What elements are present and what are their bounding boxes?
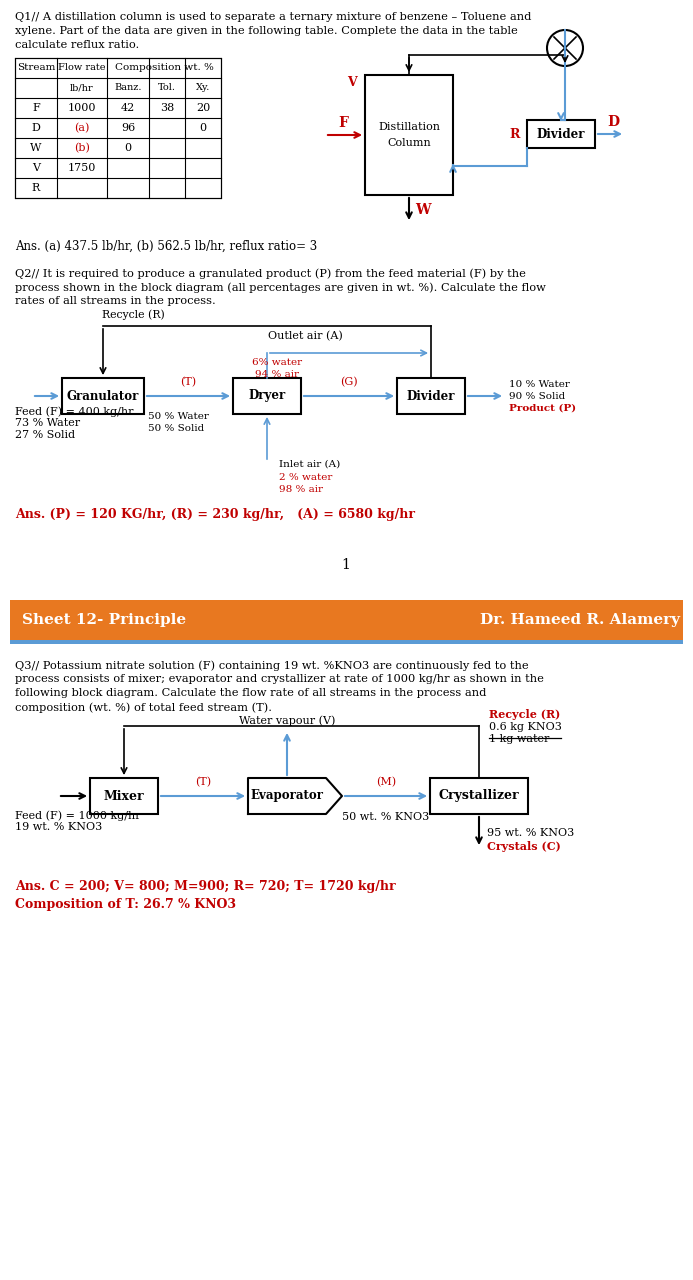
Text: 96: 96 xyxy=(121,123,135,133)
Text: (b): (b) xyxy=(74,143,90,154)
Text: 20: 20 xyxy=(196,102,210,113)
Text: W: W xyxy=(30,143,42,154)
Text: Composition wt. %: Composition wt. % xyxy=(114,64,213,73)
Text: Ans. (a) 437.5 lb/hr, (b) 562.5 lb/hr, reflux ratio= 3: Ans. (a) 437.5 lb/hr, (b) 562.5 lb/hr, r… xyxy=(15,241,317,253)
Bar xyxy=(62,378,144,413)
Text: calculate reflux ratio.: calculate reflux ratio. xyxy=(15,40,139,50)
Text: Q1// A distillation column is used to separate a ternary mixture of benzene – To: Q1// A distillation column is used to se… xyxy=(15,12,532,22)
Text: Mixer: Mixer xyxy=(104,790,144,803)
Text: (T): (T) xyxy=(195,777,211,787)
Bar xyxy=(233,378,301,413)
Text: Xy.: Xy. xyxy=(196,83,210,92)
Text: Tol.: Tol. xyxy=(158,83,176,92)
Text: R: R xyxy=(510,128,520,141)
Text: Outlet air (A): Outlet air (A) xyxy=(267,330,342,340)
Text: Ans. (P) = 120 KG/hr, (R) = 230 kg/hr,   (A) = 6580 kg/hr: Ans. (P) = 120 KG/hr, (R) = 230 kg/hr, (… xyxy=(15,508,415,521)
Text: (M): (M) xyxy=(376,777,396,787)
Text: 38: 38 xyxy=(160,102,174,113)
Text: F: F xyxy=(32,102,40,113)
Text: Composition of T: 26.7 % KNO3: Composition of T: 26.7 % KNO3 xyxy=(15,899,236,911)
Text: 1 kg water: 1 kg water xyxy=(489,733,550,744)
Text: 50 wt. % KNO3: 50 wt. % KNO3 xyxy=(342,812,430,822)
Bar xyxy=(10,600,683,640)
Text: 19 wt. % KNO3: 19 wt. % KNO3 xyxy=(15,822,103,832)
Text: 0: 0 xyxy=(125,143,132,154)
Bar xyxy=(90,778,158,814)
Text: Dryer: Dryer xyxy=(248,389,286,402)
Text: Divider: Divider xyxy=(537,128,586,141)
Text: 27 % Solid: 27 % Solid xyxy=(15,430,75,440)
Text: V: V xyxy=(32,163,40,173)
Text: Product (P): Product (P) xyxy=(509,404,576,413)
Text: Granulator: Granulator xyxy=(67,389,139,402)
Text: process shown in the block diagram (all percentages are given in wt. %). Calcula: process shown in the block diagram (all … xyxy=(15,282,546,293)
Text: Banz.: Banz. xyxy=(114,83,142,92)
Bar xyxy=(430,778,528,814)
Text: 1: 1 xyxy=(342,558,351,572)
Text: 73 % Water: 73 % Water xyxy=(15,419,80,428)
Text: Crystals (C): Crystals (C) xyxy=(487,841,561,852)
Text: Q3// Potassium nitrate solution (F) containing 19 wt. %KNO3 are continuously fed: Q3// Potassium nitrate solution (F) cont… xyxy=(15,660,529,671)
Text: Crystallizer: Crystallizer xyxy=(439,790,519,803)
Text: process consists of mixer; evaporator and crystallizer at rate of 1000 kg/hr as : process consists of mixer; evaporator an… xyxy=(15,675,544,684)
Text: xylene. Part of the data are given in the following table. Complete the data in : xylene. Part of the data are given in th… xyxy=(15,26,518,36)
Text: Dr. Hameed R. Alamery: Dr. Hameed R. Alamery xyxy=(480,613,680,627)
Text: Evaporator: Evaporator xyxy=(250,790,324,803)
Text: lb/hr: lb/hr xyxy=(70,83,94,92)
Text: rates of all streams in the process.: rates of all streams in the process. xyxy=(15,296,216,306)
Text: Recycle (R): Recycle (R) xyxy=(102,310,164,320)
Text: R: R xyxy=(32,183,40,193)
Text: 94 % air: 94 % air xyxy=(255,370,299,379)
Text: 10 % Water: 10 % Water xyxy=(509,380,570,389)
Bar xyxy=(365,76,453,195)
Text: following block diagram. Calculate the flow rate of all streams in the process a: following block diagram. Calculate the f… xyxy=(15,689,486,698)
Text: (T): (T) xyxy=(180,376,197,387)
Text: Recycle (R): Recycle (R) xyxy=(489,709,560,719)
Text: Ans. C = 200; V= 800; M=900; R= 720; T= 1720 kg/hr: Ans. C = 200; V= 800; M=900; R= 720; T= … xyxy=(15,881,396,893)
Text: 0: 0 xyxy=(200,123,207,133)
Bar xyxy=(527,120,595,148)
Text: 1750: 1750 xyxy=(68,163,96,173)
Text: V: V xyxy=(347,77,357,90)
Bar xyxy=(10,640,683,644)
Text: 1000: 1000 xyxy=(68,102,96,113)
Text: 98 % air: 98 % air xyxy=(279,485,323,494)
Text: (a): (a) xyxy=(74,123,89,133)
Text: Feed (F) = 400 kg/hr: Feed (F) = 400 kg/hr xyxy=(15,406,134,416)
Text: D: D xyxy=(32,123,40,133)
Text: F: F xyxy=(338,116,348,131)
Text: composition (wt. %) of total feed stream (T).: composition (wt. %) of total feed stream… xyxy=(15,701,272,713)
Bar xyxy=(397,378,465,413)
Text: 0.6 kg KNO3: 0.6 kg KNO3 xyxy=(489,722,562,732)
Text: Feed (F) = 1000 kg/hr: Feed (F) = 1000 kg/hr xyxy=(15,810,141,820)
Text: 2 % water: 2 % water xyxy=(279,474,333,483)
Text: Column: Column xyxy=(387,138,431,148)
Text: Flow rate: Flow rate xyxy=(58,64,106,73)
Text: Divider: Divider xyxy=(407,389,455,402)
Bar xyxy=(15,58,221,198)
Text: D: D xyxy=(607,115,619,129)
Text: 6% water: 6% water xyxy=(252,358,302,367)
Text: Sheet 12- Principle: Sheet 12- Principle xyxy=(22,613,186,627)
Text: Water vapour (V): Water vapour (V) xyxy=(239,716,335,726)
Polygon shape xyxy=(248,778,342,814)
Text: 95 wt. % KNO3: 95 wt. % KNO3 xyxy=(487,828,574,838)
Text: 50 % Solid: 50 % Solid xyxy=(148,424,204,433)
Text: (G): (G) xyxy=(340,376,358,387)
Text: 90 % Solid: 90 % Solid xyxy=(509,392,565,401)
Text: Distillation: Distillation xyxy=(378,122,440,132)
Text: Q2// It is required to produce a granulated product (P) from the feed material (: Q2// It is required to produce a granula… xyxy=(15,268,526,279)
Text: Stream: Stream xyxy=(17,64,55,73)
Text: W: W xyxy=(415,204,431,218)
Text: Inlet air (A): Inlet air (A) xyxy=(279,460,340,468)
Text: 50 % Water: 50 % Water xyxy=(148,412,209,421)
Text: 42: 42 xyxy=(121,102,135,113)
